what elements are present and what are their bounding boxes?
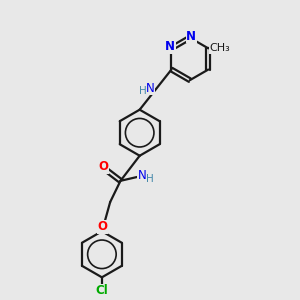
Text: CH₃: CH₃ (209, 43, 230, 53)
Text: O: O (98, 220, 108, 233)
Text: O: O (98, 160, 108, 173)
Text: N: N (186, 30, 196, 43)
Text: N: N (165, 40, 175, 53)
Text: N: N (146, 82, 154, 95)
Text: N: N (138, 169, 146, 182)
Text: H: H (139, 86, 147, 96)
Text: Cl: Cl (95, 284, 108, 297)
Text: H: H (146, 174, 154, 184)
